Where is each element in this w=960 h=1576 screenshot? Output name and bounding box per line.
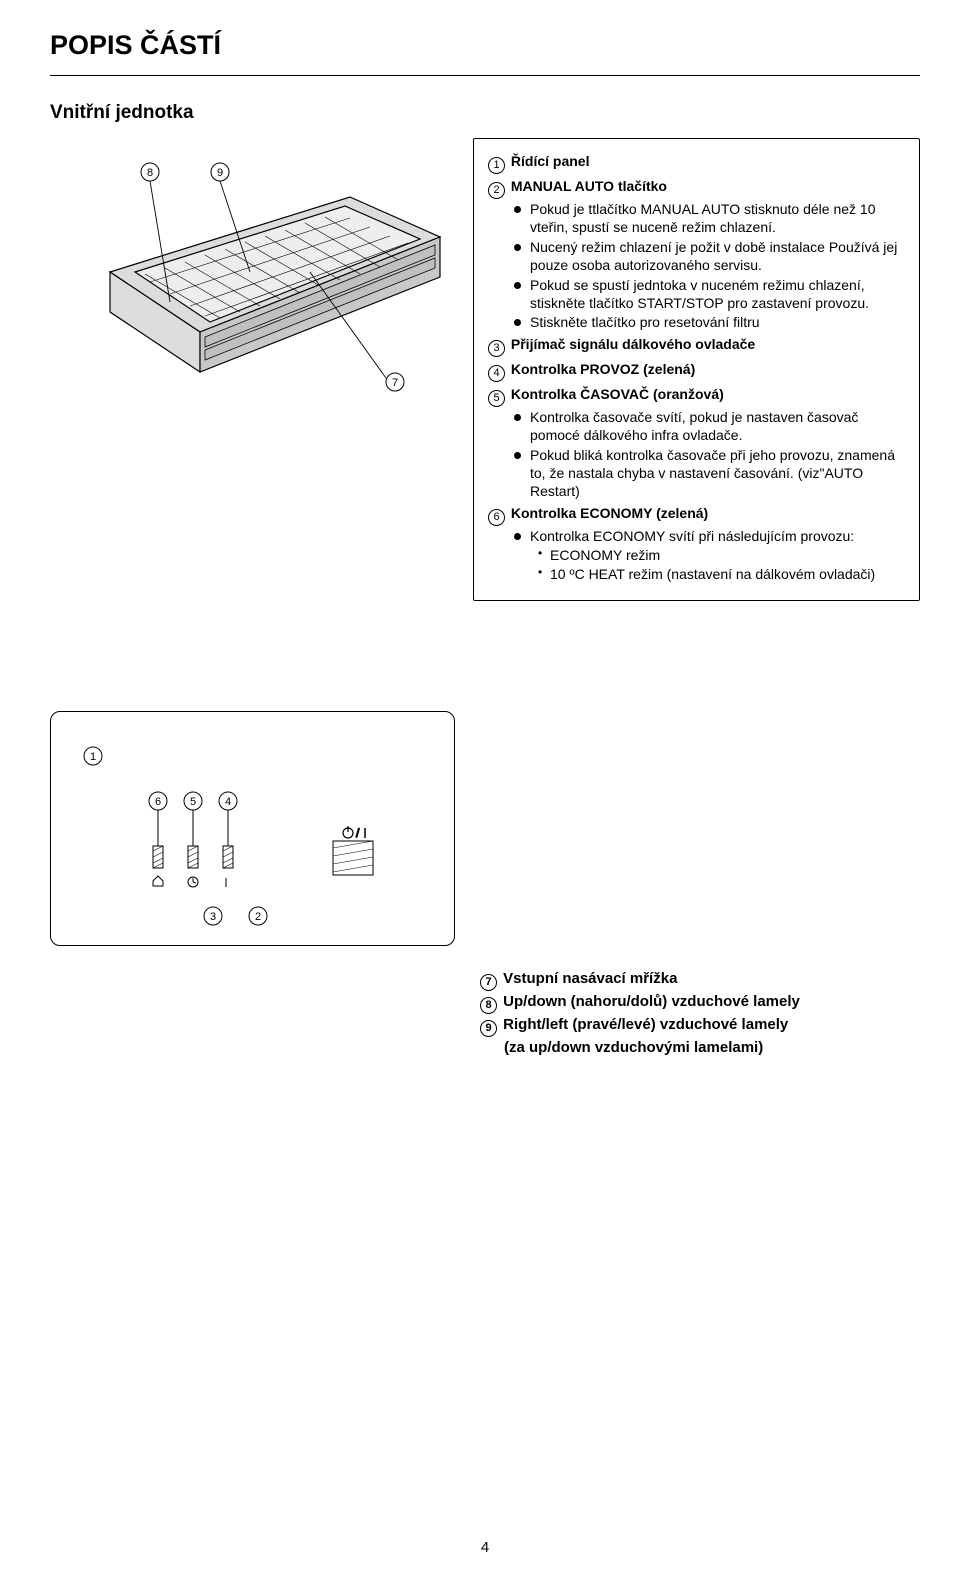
item-number: 1 — [488, 157, 505, 174]
unit-illustration: 8 9 7 — [50, 142, 455, 417]
item-number: 5 — [488, 390, 505, 407]
callout-3: 3 — [210, 911, 216, 923]
item-number: 4 — [488, 365, 505, 382]
page-number: 4 — [50, 1539, 920, 1556]
callout-2: 2 — [255, 911, 261, 923]
lower-extra: (za up/down vzduchovými lamelami) — [504, 1037, 920, 1059]
lower-item-9: 9 Right/left (pravé/levé) vzduchové lame… — [480, 1014, 920, 1037]
desc-item-1: 1 Řídící panel — [488, 153, 905, 174]
item-bullet: Nucený režim chlazení je požit v době in… — [514, 239, 905, 275]
desc-item-6: 6 Kontrolka ECONOMY (zelená) Kontrolka EC… — [488, 505, 905, 584]
item-title: Přijímač signálu dálkového ovladače — [507, 336, 755, 352]
item-subbullet: ECONOMY režim — [538, 547, 905, 565]
item-bullet: Pokud se spustí jedntoka v nuceném režim… — [514, 277, 905, 313]
item-bullet: Stiskněte tlačítko pro resetování filtru — [514, 314, 905, 332]
desc-item-3: 3 Přijímač signálu dálkového ovladače — [488, 336, 905, 357]
desc-item-5: 5 Kontrolka ČASOVAČ (oranžová) Kontrolka … — [488, 386, 905, 501]
item-title: MANUAL AUTO tlačítko — [507, 178, 667, 194]
callout-1: 1 — [90, 751, 96, 763]
item-bullet: Kontrolka ECONOMY svítí při následujícím… — [514, 528, 905, 546]
callout-8: 8 — [147, 167, 153, 179]
item-number: 3 — [488, 340, 505, 357]
callout-5: 5 — [190, 796, 196, 808]
desc-item-4: 4 Kontrolka PROVOZ (zelená) — [488, 361, 905, 382]
callout-6: 6 — [155, 796, 161, 808]
page-title: POPIS ČÁSTÍ — [50, 30, 920, 61]
lower-item-8: 8 Up/down (nahoru/dolů) vzduchové lamely — [480, 991, 920, 1014]
description-box: 1 Řídící panel2 MANUAL AUTO tlačítkoPoku… — [473, 138, 920, 601]
desc-item-2: 2 MANUAL AUTO tlačítko Pokud je ttlačítko… — [488, 178, 905, 332]
item-bullet: Pokud je ttlačítko MANUAL AUTO stisknuto… — [514, 201, 905, 237]
item-number: 6 — [488, 509, 505, 526]
item-number: 2 — [488, 182, 505, 199]
svg-text:/: / — [356, 826, 360, 840]
item-title: Kontrolka PROVOZ (zelená) — [507, 361, 695, 377]
callout-4: 4 — [225, 796, 231, 808]
subtitle: Vnitřní jednotka — [50, 102, 920, 124]
item-title: Kontrolka ECONOMY (zelená) — [507, 505, 708, 521]
item-bullet: Pokud bliká kontrolka časovače při jeho … — [514, 447, 905, 501]
item-title: Řídící panel — [507, 153, 589, 169]
lower-item-7: 7 Vstupní nasávací mřížka — [480, 968, 920, 991]
item-subbullet: 10 ºC HEAT režim (nastavení na dálkovém … — [538, 566, 905, 584]
callout-7: 7 — [392, 377, 398, 389]
lower-list: 7 Vstupní nasávací mřížka8 Up/down (naho… — [480, 968, 920, 1059]
item-bullet: Kontrolka časovače svítí, pokud je nasta… — [514, 409, 905, 445]
callout-9: 9 — [217, 167, 223, 179]
divider — [50, 75, 920, 76]
control-panel-illustration: 1 6 5 4 — [50, 711, 455, 946]
item-title: Kontrolka ČASOVAČ (oranžová) — [507, 386, 724, 402]
